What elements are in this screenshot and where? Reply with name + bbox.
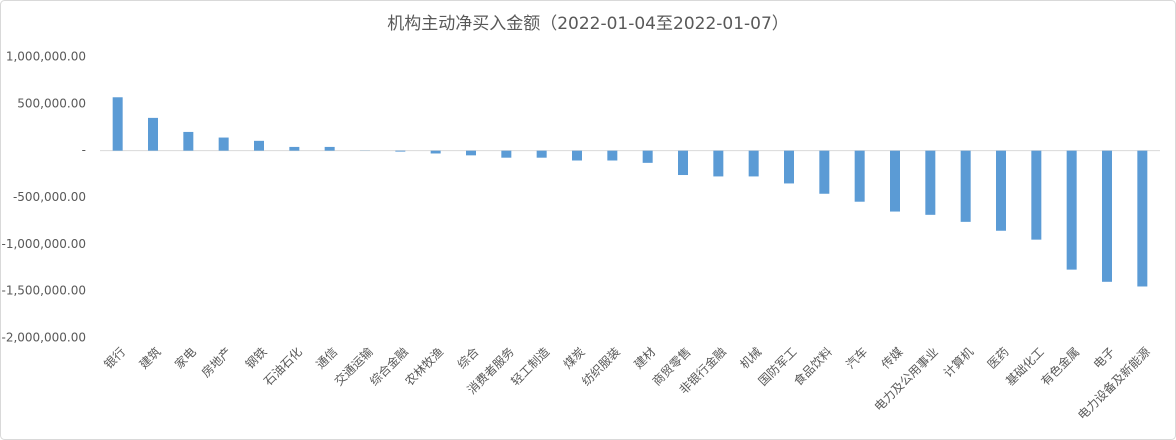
y-tick-label: 500,000.00 (17, 96, 86, 110)
y-tick-label: -1,000,000.00 (2, 237, 87, 251)
bar (112, 97, 123, 151)
bar (183, 131, 194, 151)
chart-title: 机构主动净买入金额（2022-01-04至2022-01-07） (387, 14, 789, 34)
bar (678, 150, 688, 176)
bar (254, 140, 264, 151)
bar (466, 150, 476, 156)
bar (289, 146, 300, 151)
bar (996, 150, 1006, 231)
bar (324, 146, 335, 151)
bar (1102, 150, 1112, 282)
y-tick-label: -1,500,000.00 (2, 284, 87, 298)
bar (748, 150, 759, 177)
y-tick-label: 1,000,000.00 (6, 50, 86, 64)
bar (854, 150, 865, 202)
bar (642, 150, 653, 163)
bar (960, 150, 971, 222)
bar (1031, 150, 1042, 240)
bar (395, 150, 406, 152)
y-tick-label: -500,000.00 (13, 190, 86, 204)
bar (1066, 150, 1077, 270)
bar (501, 150, 512, 158)
bar (1137, 150, 1148, 287)
bar (819, 150, 830, 194)
bar (536, 150, 547, 158)
bar (925, 150, 936, 215)
bar (218, 137, 229, 151)
y-tick-label: -2,000,000.00 (2, 331, 87, 345)
bar (713, 150, 724, 177)
bar (148, 117, 158, 151)
y-tick-label: - (82, 143, 86, 157)
bar (430, 150, 441, 154)
bar (607, 150, 618, 161)
bar (890, 150, 900, 212)
bar (572, 150, 582, 161)
bar (784, 150, 794, 184)
